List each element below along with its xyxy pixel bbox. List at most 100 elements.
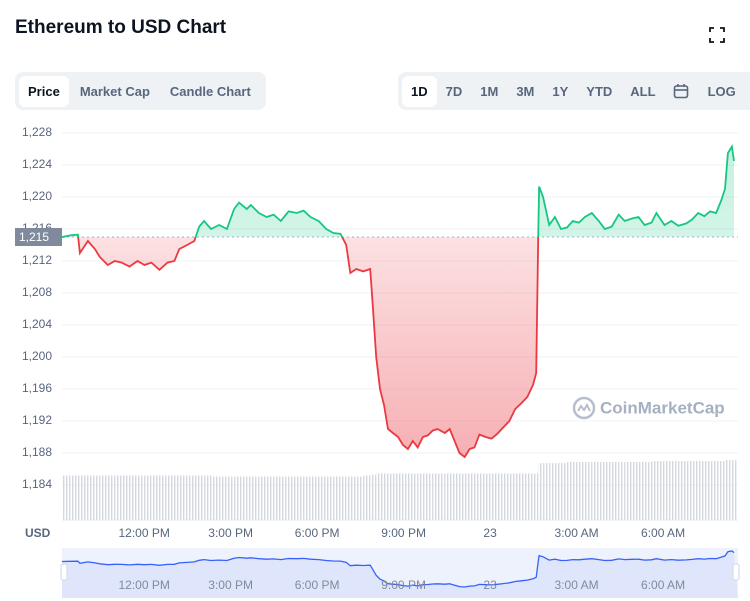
volume-bar xyxy=(179,475,188,520)
volume-bar xyxy=(318,476,327,520)
range-button[interactable]: 1D xyxy=(402,75,437,107)
volume-bar xyxy=(692,461,699,520)
volume-bar xyxy=(226,476,235,520)
chart-tabs: Price Market Cap Candle Chart xyxy=(15,72,266,110)
volume-bar xyxy=(388,473,393,520)
volume-bar xyxy=(578,462,585,520)
volume-bar xyxy=(515,473,522,520)
volume-bar xyxy=(644,462,652,520)
range-button[interactable]: YTD xyxy=(586,83,613,99)
x-tick-label: 12:00 PM xyxy=(118,526,169,540)
volume-bar xyxy=(350,476,357,520)
volume-bar xyxy=(624,462,632,520)
volume-bar xyxy=(194,475,200,520)
volume-bar xyxy=(449,473,455,520)
volume-bar xyxy=(437,473,445,520)
volume-bar xyxy=(538,463,540,520)
range-button[interactable]: ALL xyxy=(630,83,656,99)
volume-bar xyxy=(412,473,418,520)
reference-label: 1,215 xyxy=(19,230,49,244)
tab-button[interactable]: Candle Chart xyxy=(169,83,251,99)
volume-bar xyxy=(356,476,364,520)
watermark-text: CoinMarketCap xyxy=(600,398,725,417)
volume-bar xyxy=(370,474,374,520)
range-button[interactable]: 7D xyxy=(445,83,463,99)
x-tick-label: 3:00 PM xyxy=(208,526,253,540)
navigator-line xyxy=(61,550,735,588)
navigator-handle[interactable] xyxy=(60,563,68,581)
navigator-handle[interactable] xyxy=(732,563,740,581)
range-button[interactable]: 1M xyxy=(480,83,499,99)
volume-bar xyxy=(114,475,122,520)
y-tick-label: 1,224 xyxy=(22,157,52,171)
range-button[interactable]: 3M xyxy=(516,83,535,99)
y-tick-label: 1,196 xyxy=(22,381,52,395)
y-tick-label: 1,204 xyxy=(22,317,52,331)
volume-bar xyxy=(567,462,573,520)
y-tick-label: 1,184 xyxy=(22,477,52,491)
volume-bar xyxy=(618,462,625,520)
y-tick-label: 1,192 xyxy=(22,413,52,427)
volume-bar xyxy=(497,473,504,520)
volume-bar xyxy=(340,476,347,520)
navigator-tick-label: 6:00 AM xyxy=(641,578,685,592)
volume-bar xyxy=(539,463,544,520)
volume-bar xyxy=(561,463,568,520)
volume-bar xyxy=(129,475,138,520)
x-tick-label: 9:00 PM xyxy=(381,526,426,540)
volume-bar xyxy=(485,473,492,520)
volume-bar xyxy=(469,473,475,520)
volume-bar xyxy=(731,460,734,520)
price-line-down xyxy=(62,237,540,459)
volume-bar xyxy=(151,475,160,520)
range-button[interactable]: 1Y xyxy=(552,83,569,99)
navigator-tick-label: 6:00 PM xyxy=(295,578,340,592)
log-button[interactable]: LOG xyxy=(707,83,736,99)
x-tick-label: 6:00 PM xyxy=(295,526,340,540)
volume-bar xyxy=(710,461,717,520)
volume-bar xyxy=(591,462,599,520)
volume-bar xyxy=(246,476,251,520)
volume-bar xyxy=(363,475,371,520)
volume-bar xyxy=(651,461,657,520)
y-tick-label: 1,208 xyxy=(22,285,52,299)
volume-bar xyxy=(509,473,516,520)
volume-bar xyxy=(398,473,404,520)
volume-bar xyxy=(199,475,205,520)
volume-bar xyxy=(87,475,95,520)
volume-bar xyxy=(326,476,334,520)
volume-bar xyxy=(62,475,71,520)
volume-bar xyxy=(454,473,460,520)
expand-button[interactable] xyxy=(708,26,726,44)
calendar-button[interactable] xyxy=(673,83,689,99)
volume-bar xyxy=(379,473,385,520)
volume-bar xyxy=(584,462,592,520)
price-line-up xyxy=(61,144,735,237)
volume-bar xyxy=(536,473,539,520)
volume-bar xyxy=(403,473,408,520)
volume-bar xyxy=(159,475,168,520)
navigator-tick-label: 3:00 AM xyxy=(555,578,599,592)
volume-bar xyxy=(250,476,259,520)
volume-bar xyxy=(417,473,423,520)
tab-button[interactable]: Price xyxy=(19,75,69,107)
volume-bar xyxy=(611,462,619,520)
volume-bar xyxy=(491,473,498,520)
navigator-tick-label: 3:00 PM xyxy=(208,578,253,592)
volume-bar xyxy=(638,462,645,520)
volume-bar xyxy=(533,473,537,520)
watermark: CoinMarketCap xyxy=(572,396,725,420)
volume-bar xyxy=(219,476,227,520)
y-tick-label: 1,220 xyxy=(22,189,52,203)
y-tick-label: 1,200 xyxy=(22,349,52,363)
volume-bar xyxy=(107,475,115,520)
volume-bar xyxy=(273,476,281,520)
y-tick-label: 1,228 xyxy=(22,125,52,139)
navigator-tick-label: 12:00 PM xyxy=(118,578,169,592)
currency-label: USD xyxy=(25,526,51,540)
volume-bar xyxy=(280,476,289,520)
tab-button[interactable]: Market Cap xyxy=(79,83,150,99)
volume-bar xyxy=(422,473,428,520)
